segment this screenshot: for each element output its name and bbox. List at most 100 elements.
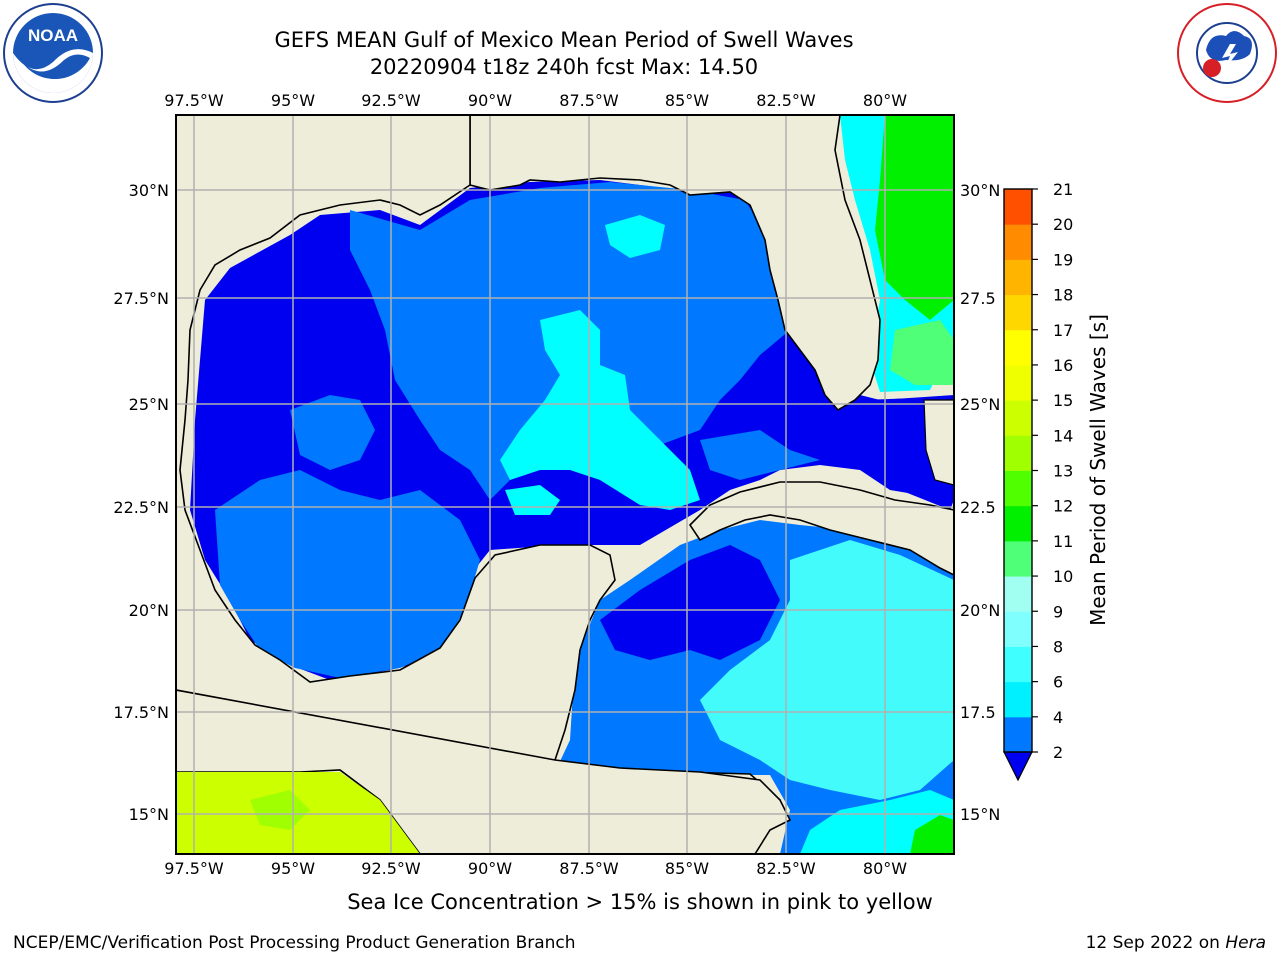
lon-label: 80°W bbox=[863, 859, 907, 878]
colorbar-tick-label: 8 bbox=[1053, 637, 1063, 656]
bahamas-water-deep bbox=[860, 398, 954, 500]
lat-label: 20°N bbox=[129, 601, 169, 620]
colorbar-tick-label: 17 bbox=[1053, 321, 1073, 340]
atlantic-water-light-green bbox=[890, 320, 954, 385]
lon-label: 95°W bbox=[271, 859, 315, 878]
lat-label: 15°N bbox=[960, 805, 1000, 824]
lon-labels-top: 97.5°W 95°W 92.5°W 90°W 87.5°W 85°W 82.5… bbox=[164, 91, 907, 110]
footer-date: 12 Sep 2022 on Hera bbox=[1086, 933, 1266, 953]
caribbean-water-green bbox=[910, 815, 954, 854]
lon-label: 82.5°W bbox=[756, 91, 816, 110]
lat-label: 22.5 bbox=[960, 498, 996, 517]
florida-land bbox=[469, 115, 881, 412]
colorbar-swatch bbox=[1004, 329, 1032, 366]
graticule bbox=[176, 115, 954, 854]
colorbar-swatches bbox=[1004, 189, 1032, 753]
footer-date-text: 12 Sep 2022 on bbox=[1085, 933, 1220, 953]
colorbar-tick-label: 12 bbox=[1053, 497, 1073, 516]
colorbar-swatch bbox=[1004, 435, 1032, 471]
map-title: GEFS MEAN Gulf of Mexico Mean Period of … bbox=[274, 28, 854, 52]
colorbar-tick-label: 19 bbox=[1053, 250, 1073, 269]
colorbar-swatch bbox=[1004, 540, 1032, 577]
lon-label: 85°W bbox=[665, 91, 709, 110]
sea-ice-note: Sea Ice Concentration > 15% is shown in … bbox=[347, 890, 933, 914]
colorbar-swatch bbox=[1004, 716, 1032, 753]
colorbar-swatch bbox=[1004, 611, 1032, 647]
colorbar-tick-label: 6 bbox=[1053, 673, 1063, 692]
colorbar-swatch bbox=[1004, 294, 1032, 331]
colorbar-swatch bbox=[1004, 470, 1032, 507]
colorbar-swatch bbox=[1004, 646, 1032, 683]
lat-label: 15°N bbox=[129, 805, 169, 824]
colorbar-swatch bbox=[1004, 505, 1032, 542]
colorbar-tick-label: 13 bbox=[1053, 462, 1073, 481]
lat-label: 30°N bbox=[960, 181, 1000, 200]
nws-logo bbox=[1176, 2, 1278, 104]
lon-label: 92.5°W bbox=[361, 91, 421, 110]
noaa-logo: NOAA bbox=[2, 2, 104, 104]
colorbar-swatch bbox=[1004, 364, 1032, 401]
footer-machine: Hera bbox=[1225, 933, 1266, 953]
colorbar-tick-label: 20 bbox=[1053, 215, 1073, 234]
gulf-water-cyan bbox=[500, 310, 700, 510]
colorbar-tick-label: 14 bbox=[1053, 426, 1073, 445]
lon-label: 95°W bbox=[271, 91, 315, 110]
colorbar-swatch bbox=[1004, 576, 1032, 612]
colorbar-swatch bbox=[1004, 259, 1032, 296]
map-frame bbox=[175, 114, 955, 855]
caribbean-water-cyan bbox=[700, 540, 954, 800]
gulf-water-cyan-north bbox=[605, 215, 665, 258]
lon-label: 90°W bbox=[468, 91, 512, 110]
lon-label: 82.5°W bbox=[756, 859, 816, 878]
lon-label: 92.5°W bbox=[361, 859, 421, 878]
colorbar-tick-label: 11 bbox=[1053, 532, 1073, 551]
colorbar-tick-label: 15 bbox=[1053, 391, 1073, 410]
gulf-water-mid-se bbox=[700, 430, 820, 480]
lon-labels-bottom: 97.5°W 95°W 92.5°W 90°W 87.5°W 85°W 82.5… bbox=[164, 859, 907, 878]
colorbar-swatch bbox=[1004, 224, 1032, 260]
lon-label: 97.5°W bbox=[164, 859, 224, 878]
colorbar-swatch bbox=[1004, 681, 1032, 718]
lat-label: 17.5 bbox=[960, 703, 996, 722]
lat-label: 20°N bbox=[960, 601, 1000, 620]
lon-label: 87.5°W bbox=[559, 859, 619, 878]
colorbar-tick-label: 18 bbox=[1053, 286, 1073, 305]
lat-labels-left: 30°N 27.5°N 25°N 22.5°N 20°N 17.5°N 15°N bbox=[113, 181, 169, 824]
colorbar-title: Mean Period of Swell Waves [s] bbox=[1086, 314, 1110, 626]
gulf-water-mid-southwest bbox=[215, 470, 480, 678]
map-panel bbox=[176, 115, 954, 854]
noaa-logo-text: NOAA bbox=[28, 26, 78, 45]
lon-label: 80°W bbox=[863, 91, 907, 110]
atlantic-water-green bbox=[875, 115, 954, 320]
lat-label: 30°N bbox=[129, 181, 169, 200]
colorbar-tick-label: 10 bbox=[1053, 567, 1073, 586]
bahamas-islands bbox=[923, 399, 954, 486]
colorbar-tick-label: 2 bbox=[1053, 743, 1063, 762]
lat-label: 25°N bbox=[129, 395, 169, 414]
pacific-water-green-spots bbox=[250, 790, 310, 830]
lat-label: 25°N bbox=[960, 395, 1000, 414]
caribbean-water-deep bbox=[600, 545, 780, 660]
colorbar-swatch bbox=[1004, 189, 1032, 225]
colorbar: 2 4 6 8 9 10 11 12 13 14 15 16 17 18 19 20 21 Mean Perio… bbox=[1003, 180, 1110, 782]
lat-labels-right: 30°N 27.5 25°N 22.5 20°N 17.5 15°N bbox=[960, 181, 1000, 824]
lat-label: 22.5°N bbox=[113, 498, 169, 517]
colorbar-tick-label: 4 bbox=[1053, 708, 1063, 727]
lat-label: 27.5 bbox=[960, 289, 996, 308]
colorbar-tick-label: 16 bbox=[1053, 356, 1073, 375]
lon-label: 87.5°W bbox=[559, 91, 619, 110]
colorbar-under-extension bbox=[1003, 751, 1033, 782]
lat-label: 17.5°N bbox=[113, 703, 169, 722]
colorbar-swatch bbox=[1004, 400, 1032, 436]
colorbar-tick-label: 9 bbox=[1053, 602, 1063, 621]
lon-label: 85°W bbox=[665, 859, 709, 878]
lon-label: 90°W bbox=[468, 859, 512, 878]
gulf-water-mid-west bbox=[290, 395, 375, 470]
colorbar-tick-labels: 2 4 6 8 9 10 11 12 13 14 15 16 17 18 19 20 21 bbox=[1032, 180, 1073, 762]
lon-label: 97.5°W bbox=[164, 91, 224, 110]
map-subtitle-forecast: 20220904 t18z 240h fcst Max: 14.50 bbox=[369, 55, 759, 79]
colorbar-tick-label: 21 bbox=[1053, 180, 1073, 199]
lat-label: 27.5°N bbox=[113, 289, 169, 308]
footer-organization: NCEP/EMC/Verification Post Processing Pr… bbox=[13, 933, 576, 953]
